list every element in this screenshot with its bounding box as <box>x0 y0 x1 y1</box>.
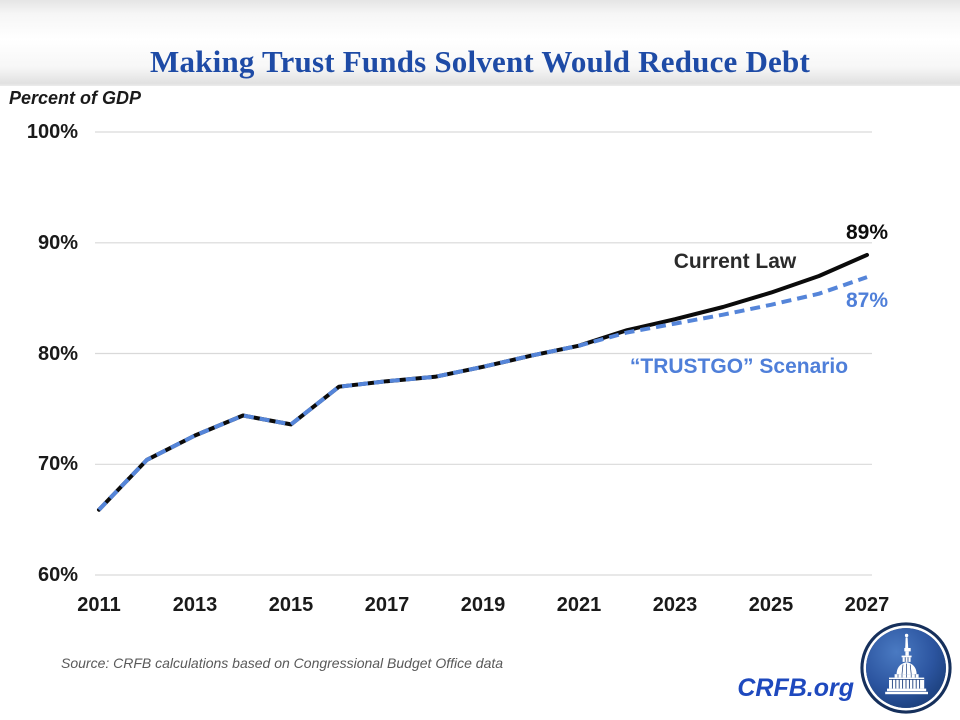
capitol-dome-icon <box>860 622 952 714</box>
header-band: Making Trust Funds Solvent Would Reduce … <box>0 0 960 86</box>
x-tick-label: 2027 <box>844 594 890 616</box>
x-tick-label: 2021 <box>556 594 602 616</box>
y-axis-unit-label: Percent of GDP <box>9 88 142 108</box>
x-tick-label: 2017 <box>364 594 410 616</box>
crfb-org-wordmark: CRFB.org <box>737 674 854 702</box>
x-tick-label: 2015 <box>268 594 314 616</box>
current-law-series-label: Current Law <box>673 250 797 273</box>
series-line-trustgo <box>97 275 868 512</box>
source-note: Source: CRFB calculations based on Congr… <box>61 655 504 671</box>
y-tick-label: 60% <box>37 564 78 586</box>
y-tick-label: 80% <box>37 342 78 365</box>
trustgo-series-label: “TRUSTGO” Scenario <box>629 355 849 378</box>
x-tick-label: 2011 <box>77 594 121 616</box>
y-tick-label: 100% <box>26 121 78 143</box>
series-line-current-law <box>97 252 869 512</box>
x-tick-label: 2025 <box>748 594 794 616</box>
y-tick-label: 90% <box>37 231 78 254</box>
page-title: Making Trust Funds Solvent Would Reduce … <box>150 44 810 79</box>
crfb-capitol-logo-icon <box>859 621 953 715</box>
x-tick-label: 2013 <box>172 594 218 616</box>
y-tick-label: 70% <box>37 453 78 476</box>
trustgo-end-value-label: 87% <box>845 289 889 312</box>
x-tick-label: 2023 <box>652 594 698 616</box>
current-law-end-value-label: 89% <box>845 221 889 244</box>
x-tick-label: 2019 <box>460 594 506 616</box>
